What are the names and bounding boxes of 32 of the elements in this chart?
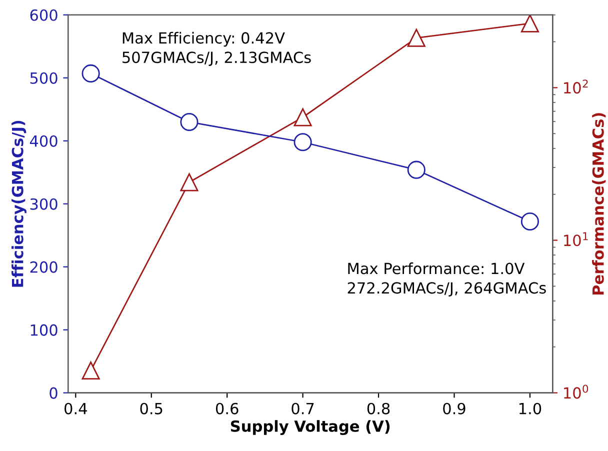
point [82,362,100,380]
annotation: Max Efficiency: 0.42V 507GMACs/J, 2.13GMACs [122,32,311,66]
point [407,28,426,47]
y-tick-label: 100 [30,324,58,336]
point [294,133,312,152]
y2-axis-title: Performance(GMACs) [592,113,606,295]
x-tick-label: 0.9 [443,402,466,414]
point [82,64,100,82]
x-tick-label: 0.6 [216,402,238,414]
x-tick-label: 0.8 [367,402,390,414]
x-tick-label: 1.0 [519,402,542,414]
point [520,212,539,231]
point [294,108,312,126]
y2-tick-label: 10$^{1}$ [564,232,588,246]
point [407,160,426,179]
y-tick-label: 600 [30,9,58,21]
x-tick-label: 0.4 [64,402,87,414]
y2-tick-label: 10$^{2}$ [564,80,588,94]
point [180,173,198,192]
y-tick-label: 0 [50,387,58,399]
x-tick-label: 0.5 [140,402,162,414]
y-tick-label: 300 [30,198,58,210]
annotation: Max Performance: 1.0V 272.2GMACs/J, 264GMACs [348,262,546,297]
y-tick-label: 200 [30,261,58,273]
point [520,14,539,32]
point [180,112,198,131]
x-axis-title: Supply Voltage (V) [230,420,390,436]
y-tick-label: 400 [30,135,58,147]
y-tick-label: 500 [30,72,58,84]
y2-tick-label: 10$^{0}$ [564,384,588,399]
y-axis-title: Efficiency(GMACs/J) [12,120,26,287]
x-tick-label: 0.7 [292,402,314,414]
